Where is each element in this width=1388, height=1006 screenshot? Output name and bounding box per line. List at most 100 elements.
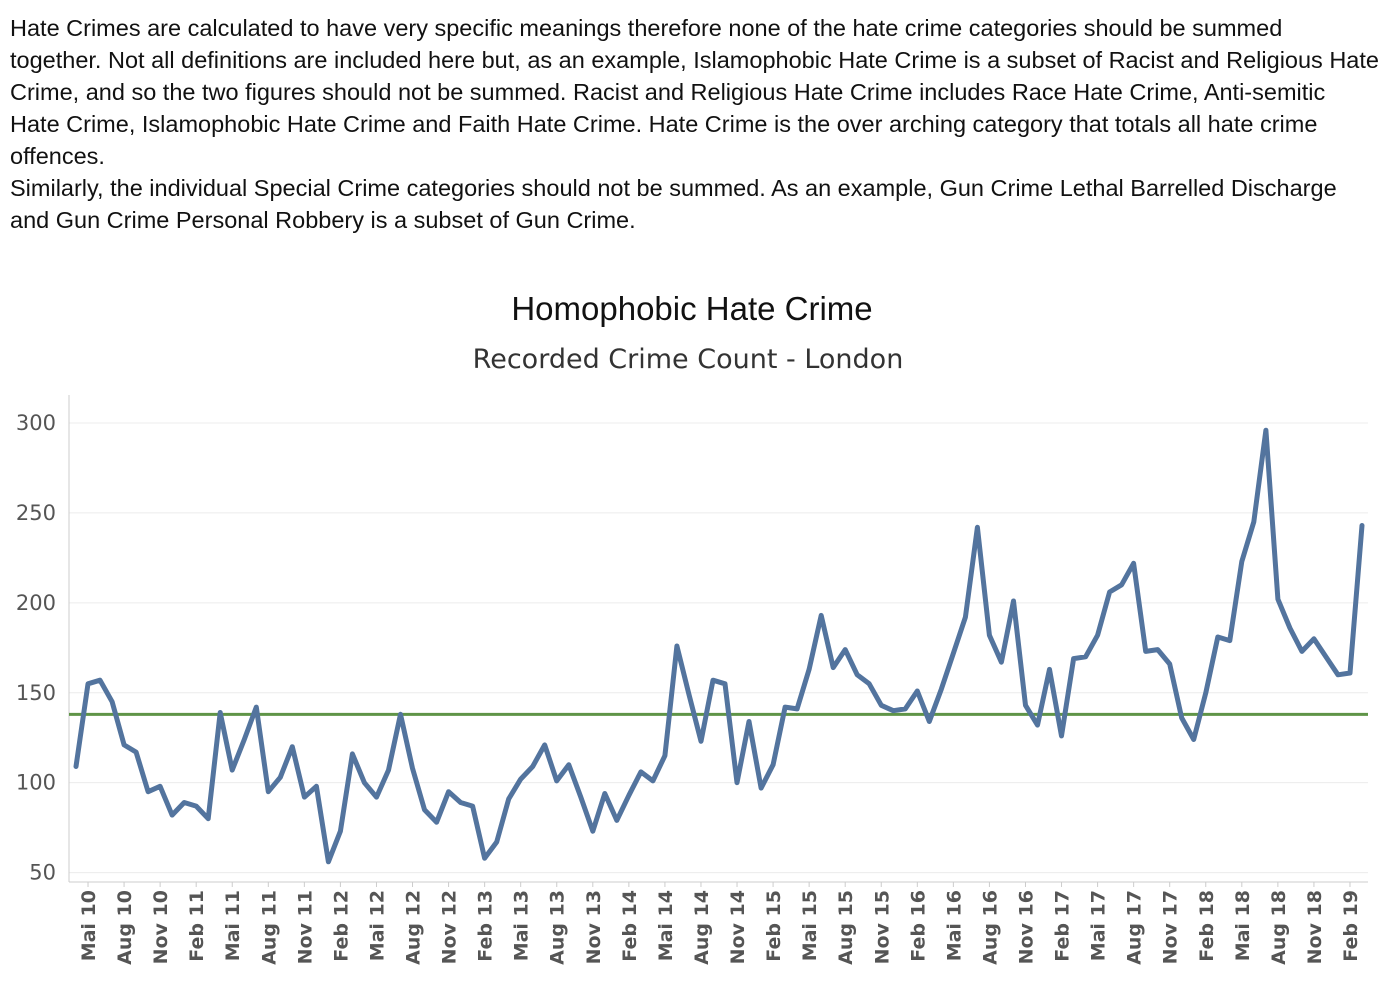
- data-point: [747, 719, 752, 724]
- data-point: [170, 813, 175, 818]
- data-point: [1059, 733, 1064, 738]
- notes-text: Hate Crimes are calculated to have very …: [10, 12, 1380, 236]
- data-point: [338, 829, 343, 834]
- notes-paragraph-2: Similarly, the individual Special Crime …: [10, 175, 1337, 233]
- x-tick-label: Mai 10: [78, 890, 100, 961]
- data-point: [711, 678, 716, 683]
- y-tick-label: 200: [16, 591, 56, 615]
- data-point: [662, 753, 667, 758]
- x-tick-label: Feb 17: [1052, 890, 1074, 962]
- data-point: [494, 840, 499, 845]
- data-point: [1251, 519, 1256, 524]
- data-point: [1360, 523, 1365, 528]
- x-tick-label: Aug 14: [691, 890, 713, 965]
- data-point: [410, 766, 415, 771]
- data-point: [650, 778, 655, 783]
- x-tick-label: Mai 11: [222, 890, 244, 961]
- data-point: [1035, 723, 1040, 728]
- x-tick-label: Nov 14: [727, 890, 749, 964]
- data-point: [987, 633, 992, 638]
- data-point: [530, 764, 535, 769]
- x-tick-label: Feb 18: [1196, 890, 1218, 962]
- data-point: [1275, 597, 1280, 602]
- data-point: [146, 789, 151, 794]
- x-tick-label: Mai 16: [943, 890, 965, 961]
- data-point: [290, 744, 295, 749]
- data-point: [422, 807, 427, 812]
- gridlines: [69, 422, 1368, 874]
- data-point: [1227, 638, 1232, 643]
- data-point: [554, 778, 559, 783]
- data-point: [1107, 590, 1112, 595]
- data-point: [398, 712, 403, 717]
- data-point: [638, 769, 643, 774]
- data-point: [134, 750, 139, 755]
- data-point: [999, 660, 1004, 665]
- data-point: [194, 804, 199, 809]
- x-tick-label: Aug 13: [547, 890, 569, 965]
- data-point: [218, 710, 223, 715]
- data-point: [951, 651, 956, 656]
- data-point: [614, 818, 619, 823]
- x-axis-ticks: Mai 10 Aug 10 Nov 10 Feb 11 Mai 11 Aug 11 Nov …: [78, 882, 1362, 965]
- data-point: [831, 665, 836, 670]
- data-point: [903, 706, 908, 711]
- data-point: [819, 613, 824, 618]
- x-tick-label: Nov 10: [150, 890, 172, 964]
- x-tick-label: Nov 18: [1304, 890, 1326, 964]
- data-point: [362, 780, 367, 785]
- data-point: [1167, 662, 1172, 667]
- series-layer: [73, 427, 1365, 865]
- x-tick-label: Feb 14: [619, 890, 641, 962]
- x-tick-label: Aug 18: [1268, 890, 1290, 965]
- x-tick-label: Nov 13: [583, 890, 605, 964]
- y-tick-label: 50: [29, 861, 56, 885]
- data-point: [374, 795, 379, 800]
- data-point: [242, 737, 247, 742]
- y-tick-label: 300: [16, 411, 56, 435]
- data-point: [278, 775, 283, 780]
- x-tick-label: Feb 16: [907, 890, 929, 962]
- data-point: [1143, 649, 1148, 654]
- data-point: [542, 742, 547, 747]
- data-point: [1131, 561, 1136, 566]
- x-tick-label: Nov 12: [439, 890, 461, 964]
- data-point: [254, 705, 259, 710]
- x-tick-label: Aug 11: [258, 890, 280, 965]
- data-point: [458, 800, 463, 805]
- data-point: [843, 647, 848, 652]
- data-point: [915, 689, 920, 694]
- data-point: [590, 829, 595, 834]
- data-point: [1191, 737, 1196, 742]
- data-point: [470, 804, 475, 809]
- data-point: [482, 856, 487, 861]
- data-point: [578, 795, 583, 800]
- x-tick-label: Nov 15: [871, 890, 893, 964]
- data-point: [1083, 654, 1088, 659]
- x-tick-label: Aug 12: [403, 890, 425, 965]
- chart-title: Homophobic Hate Crime: [511, 290, 872, 327]
- x-tick-label: Mai 12: [367, 890, 389, 961]
- x-tick-label: Mai 14: [655, 890, 677, 961]
- chart-subtitle: Recorded Crime Count - London: [473, 344, 904, 375]
- data-point: [446, 789, 451, 794]
- data-point: [939, 687, 944, 692]
- data-point: [867, 681, 872, 686]
- data-point: [1287, 626, 1292, 631]
- data-point: [434, 820, 439, 825]
- x-tick-label: Nov 16: [1016, 890, 1038, 964]
- x-tick-label: Aug 15: [835, 890, 857, 965]
- data-point: [626, 793, 631, 798]
- data-point: [1179, 715, 1184, 720]
- data-point: [963, 615, 968, 620]
- data-point: [326, 859, 331, 864]
- data-point: [723, 681, 728, 686]
- data-point: [98, 678, 103, 683]
- data-point: [699, 739, 704, 744]
- data-point: [386, 768, 391, 773]
- data-point: [1095, 633, 1100, 638]
- data-point: [1047, 667, 1052, 672]
- data-point: [1071, 656, 1076, 661]
- data-point: [735, 780, 740, 785]
